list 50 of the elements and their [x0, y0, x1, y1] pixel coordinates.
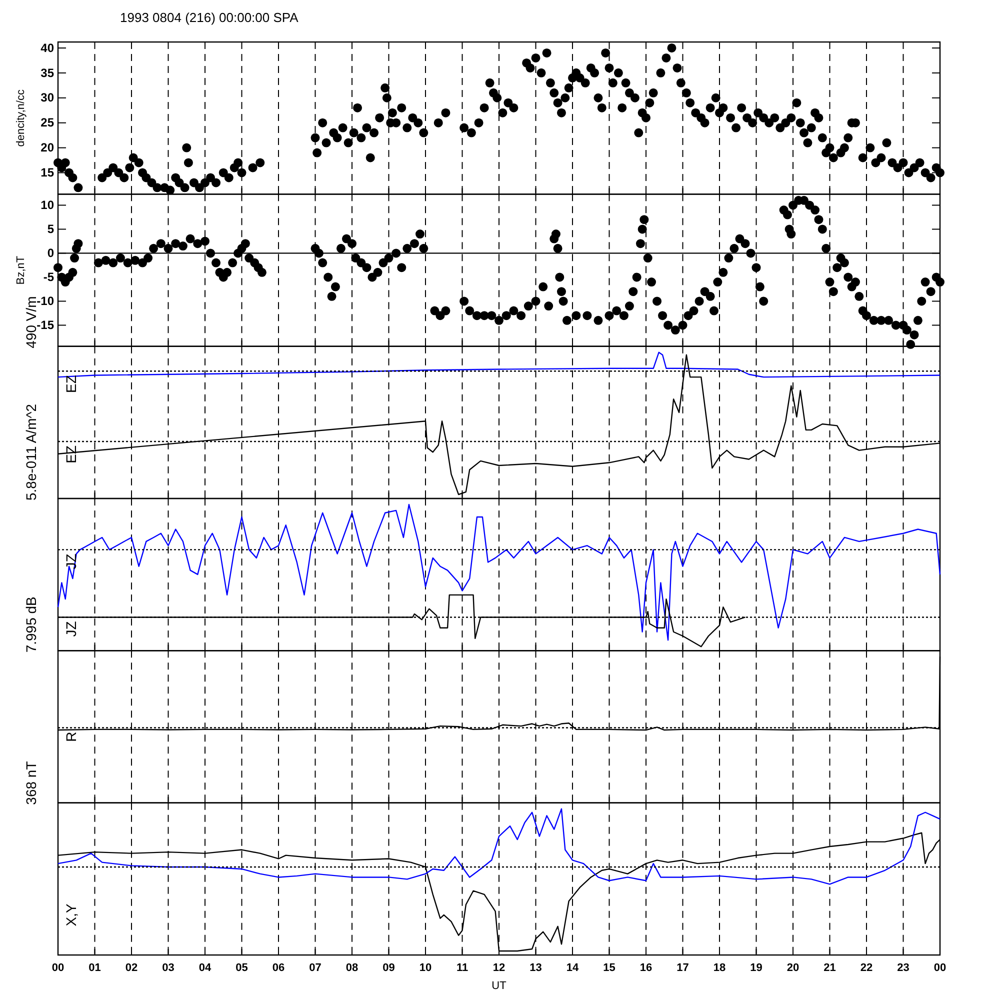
y-tick-label: 10 [40, 198, 54, 212]
text: 7.995 dB [23, 596, 39, 653]
y-axis-title: Bz,nT [15, 256, 27, 285]
y-tick-label: 35 [40, 66, 54, 80]
x-tick-label: 08 [346, 962, 358, 974]
text: JZ [63, 553, 79, 570]
text: EZ [63, 445, 79, 464]
text: 368 nT [23, 760, 39, 805]
x-tick-label: 12 [492, 962, 506, 974]
x-tick-label: 06 [272, 962, 285, 974]
x-tick-label: 17 [676, 962, 689, 974]
chart-title: 1993 0804 (216) 00:00:00 SPA [120, 10, 299, 25]
x-tick-label: 00 [934, 962, 946, 974]
x-tick-label: 21 [824, 962, 836, 974]
x-tick-label: 10 [419, 962, 432, 974]
y-axis-title: dencity,n/cc [15, 88, 27, 147]
x-tick-label: 11 [456, 962, 468, 974]
y-axis-title: X,Y [63, 902, 79, 926]
x-tick-label: 18 [713, 962, 726, 974]
x-tick-label: 00 [52, 962, 64, 974]
x-tick-label: 01 [88, 962, 101, 974]
x-tick-label: 03 [162, 962, 174, 974]
x-tick-label: 15 [603, 962, 616, 974]
y-tick-label: 20 [40, 140, 54, 155]
x-tick-label: 09 [382, 962, 395, 974]
y-tick-label: -5 [43, 270, 54, 284]
x-tick-label: 13 [530, 962, 542, 974]
text: EZ [63, 374, 79, 393]
y-tick-label: -10 [36, 294, 54, 308]
text: JZ [63, 620, 79, 637]
x-tick-label: 20 [786, 962, 800, 974]
y-tick-label: 25 [40, 116, 54, 130]
y-tick-label: 0 [47, 246, 54, 260]
text: R [63, 732, 79, 742]
x-tick-label: 02 [125, 962, 138, 974]
y-tick-label: 40 [40, 40, 54, 55]
y-tick-label: 30 [40, 90, 54, 105]
y-tick-label: 5 [47, 222, 54, 236]
y-tick-label: 15 [40, 166, 54, 180]
x-axis-title: UT [492, 980, 507, 992]
x-tick-label: 19 [750, 962, 762, 974]
x-tick-label: 07 [309, 962, 322, 974]
x-tick-label: 16 [640, 962, 652, 974]
x-tick-label: 05 [236, 962, 248, 974]
text: 5.8e-011 A/m^2 [23, 404, 39, 500]
x-tick-label: 22 [860, 962, 873, 974]
x-tick-label: 14 [566, 962, 580, 974]
x-tick-label: 23 [897, 962, 910, 974]
y-tick-label: -15 [36, 318, 54, 332]
x-tick-label: 04 [198, 962, 212, 974]
